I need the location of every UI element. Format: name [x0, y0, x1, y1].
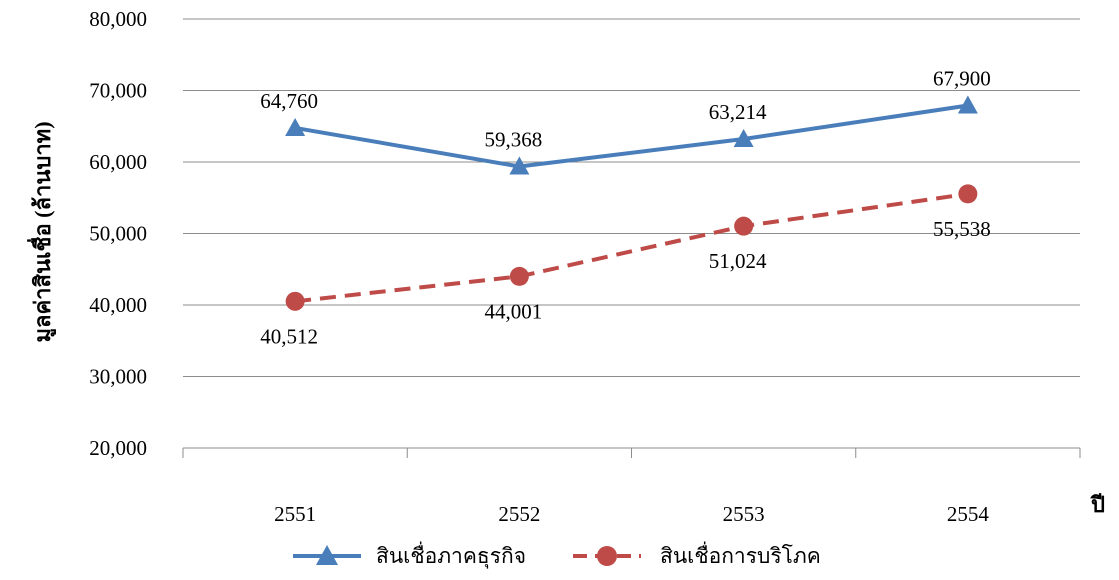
x-tick-label: 2554	[947, 502, 990, 526]
data-label: 63,214	[709, 100, 767, 124]
series-2-marker	[509, 266, 529, 286]
series-1-marker	[285, 117, 306, 136]
y-tick-label: 30,000	[89, 365, 147, 389]
y-tick-label: 70,000	[89, 79, 147, 103]
legend-marker-triangle	[316, 545, 338, 565]
axes: 20,000 30,000 40,000 50,000 60,000 70,000 80,0…	[89, 7, 1081, 526]
legend-entry-2: สินเชื่อการบริโภค	[660, 541, 821, 568]
series-1-marker	[509, 156, 530, 175]
legend: สินเชื่อภาคธุรกิจ สินเชื่อการบริโภค	[293, 541, 821, 569]
data-label: 51,024	[709, 249, 767, 273]
series-2-marker	[285, 291, 305, 311]
data-label: 55,538	[933, 217, 991, 241]
x-tick-label: 2553	[723, 502, 765, 526]
series-2-marker	[958, 184, 978, 204]
x-tick-label: 2551	[274, 502, 316, 526]
y-tick-label: 50,000	[89, 222, 147, 246]
data-label: 44,001	[485, 299, 543, 323]
grid	[183, 18, 1080, 377]
series-1-marker	[957, 95, 978, 114]
data-label: 59,368	[485, 128, 543, 152]
y-tick-label: 20,000	[89, 436, 147, 460]
legend-marker-circle	[597, 546, 617, 566]
y-tick-label: 60,000	[89, 150, 147, 174]
y-tick-label: 40,000	[89, 293, 147, 317]
data-labels: 64,760 59,368 63,214 67,900 40,512 44,001 51,0…	[260, 67, 991, 349]
series-line-2	[294, 191, 969, 304]
y-tick-label: 80,000	[89, 7, 147, 31]
series	[285, 95, 978, 311]
data-label: 64,760	[260, 89, 318, 113]
series-2-marker	[734, 216, 754, 236]
series-1-marker	[733, 129, 754, 148]
data-label: 40,512	[260, 324, 318, 348]
x-tick-label: 2552	[498, 502, 540, 526]
x-axis-title: ปี	[1090, 492, 1105, 517]
legend-entry-1: สินเชื่อภาคธุรกิจ	[376, 541, 526, 569]
data-label: 67,900	[933, 67, 991, 91]
y-axis-title: มูลค่าสินเชื่อ (ล้านบาท)	[26, 121, 57, 342]
series-line-1	[294, 103, 969, 169]
